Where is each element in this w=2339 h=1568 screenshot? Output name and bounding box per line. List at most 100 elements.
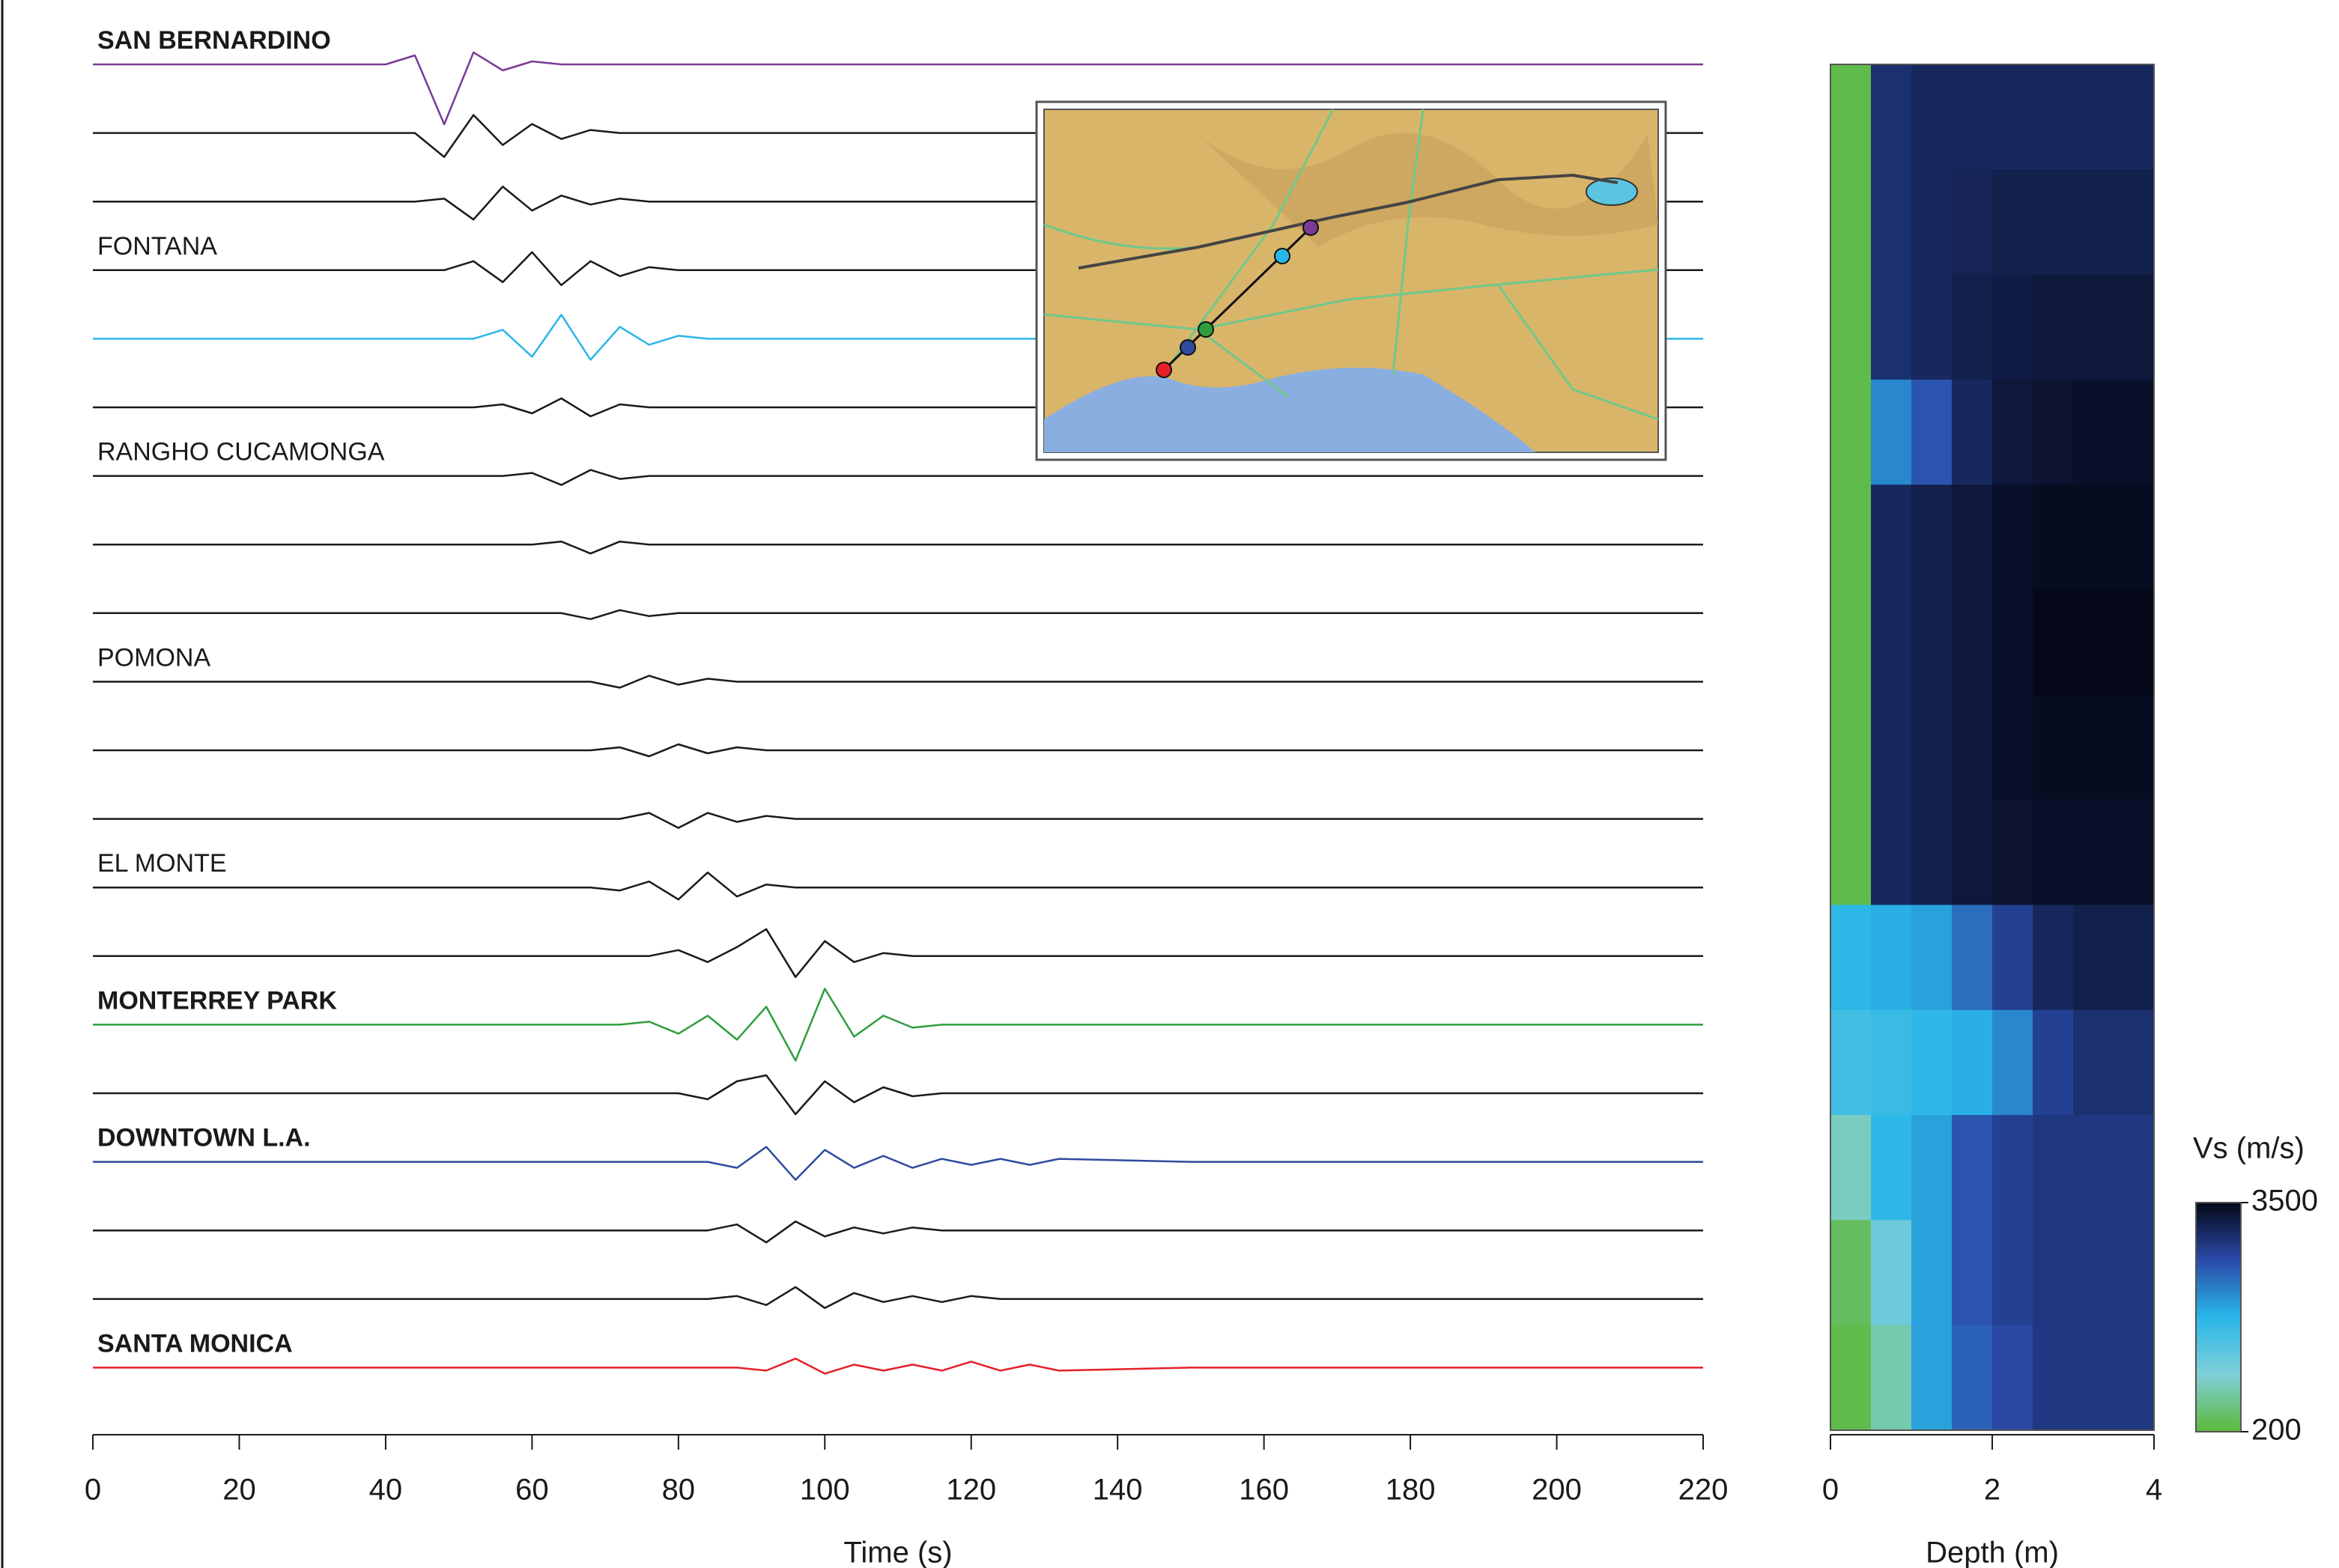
heatmap-cell [1871, 1115, 1912, 1221]
colorbar-tick-label: 200 [2251, 1414, 2302, 1447]
trace [93, 813, 1703, 828]
heatmap-cell [1911, 64, 1953, 170]
trace-label: FONTANA [97, 232, 217, 261]
trace-label: RANGHO CUCAMONGA [97, 438, 385, 467]
heatmap-cell [1911, 905, 1953, 1010]
heatmap-cell [1952, 905, 1993, 1010]
heatmap-cell [2114, 905, 2155, 1010]
heatmap-cell [1992, 169, 2033, 275]
heatmap-cell [1871, 590, 1912, 696]
figure: 020406080100120140160180200220Time (s)SA… [0, 0, 2339, 1568]
heatmap-cell [1952, 169, 1993, 275]
heatmap-cell [1830, 380, 1872, 485]
trace-label: MONTERREY PARK [97, 986, 337, 1015]
heatmap-cell [2033, 1115, 2074, 1221]
x-tick-label: 0 [85, 1474, 101, 1507]
heatmap-cell [1911, 484, 1953, 590]
trace [93, 1221, 1703, 1242]
heatmap-cell [1871, 484, 1912, 590]
heatmap-cell [1830, 1220, 1872, 1325]
heatmap-cell [2033, 1220, 2074, 1325]
heatmap-cell [2033, 695, 2074, 800]
colorbar-tick-label: 3500 [2251, 1185, 2318, 1218]
heatmap-cell [2073, 590, 2114, 696]
heatmap-cell [1911, 169, 1953, 275]
x-tick-label: 200 [1532, 1474, 1582, 1507]
trace [93, 675, 1703, 687]
x-tick-label: 100 [800, 1474, 850, 1507]
heatmap-cell [1911, 1115, 1953, 1221]
heatmap-cell [1830, 1010, 1872, 1116]
heatmap-cell [1992, 905, 2033, 1010]
colorbar [2196, 1203, 2241, 1432]
trace [93, 1147, 1703, 1180]
trace-label: POMONA [97, 643, 210, 672]
heatmap-cell [1992, 800, 2033, 905]
heatmap-cell [1911, 1220, 1953, 1325]
heatmap-cell [1911, 695, 1953, 800]
heatmap-cell [1830, 64, 1872, 170]
heatmap-cell [1911, 1325, 1953, 1431]
heatmap-cell [1952, 275, 1993, 380]
heatmap-cell [2033, 905, 2074, 1010]
colorbar-title: Vs (m/s) [2193, 1132, 2305, 1165]
map-site [1198, 322, 1213, 337]
trace-label: DOWNTOWN L.A. [97, 1124, 311, 1152]
heatmap-cell [1830, 1325, 1872, 1431]
heatmap-cell [1952, 1010, 1993, 1116]
trace-label: EL MONTE [97, 849, 227, 878]
heatmap-cell [1871, 380, 1912, 485]
trace [93, 929, 1703, 977]
heatmap-cell [2073, 1220, 2114, 1325]
heatmap-cell [2114, 64, 2155, 170]
map-site [1275, 249, 1290, 264]
heatmap-cell [2033, 275, 2074, 380]
heatmap-cell [2114, 590, 2155, 696]
heatmap-cell [1952, 64, 1993, 170]
heatmap-cell [1992, 1325, 2033, 1431]
map-site [1303, 220, 1318, 235]
x-tick-label: 4 [2146, 1474, 2162, 1507]
x-tick-label: 2 [1984, 1474, 2000, 1507]
heatmap-cell [1871, 169, 1912, 275]
map-site [1156, 362, 1171, 377]
trace-label: SANTA MONICA [97, 1329, 293, 1358]
heatmap-cell [2073, 64, 2114, 170]
x-tick-label: 220 [1678, 1474, 1729, 1507]
heatmap-cell [1992, 64, 2033, 170]
heatmap-cell [2073, 695, 2114, 800]
heatmap-cell [1871, 695, 1912, 800]
heatmap-cell [2114, 800, 2155, 905]
heatmap-cell [2073, 800, 2114, 905]
trace [93, 610, 1703, 619]
heatmap-cell [2073, 905, 2114, 1010]
heatmap-cell [1871, 800, 1912, 905]
heatmap-cell [1952, 1325, 1993, 1431]
heatmap-cell [2073, 1010, 2114, 1116]
heatmap-cell [2073, 1325, 2114, 1431]
heatmap-cell [2073, 275, 2114, 380]
heatmap-cell [1992, 1010, 2033, 1116]
heatmap-cell [1911, 275, 1953, 380]
heatmap-cell [2114, 169, 2155, 275]
heatmap-cell [1992, 380, 2033, 485]
heatmap-cell [1871, 1325, 1912, 1431]
x-tick-label: 180 [1386, 1474, 1436, 1507]
heatmap-cell [2073, 1115, 2114, 1221]
heatmap-cell [1830, 800, 1872, 905]
heatmap-cell [1830, 905, 1872, 1010]
x-tick-label: 120 [946, 1474, 996, 1507]
heatmap-cell [2033, 484, 2074, 590]
trace-label: SAN BERNARDINO [97, 26, 331, 55]
heatmap-cell [2114, 1010, 2155, 1116]
trace [93, 1287, 1703, 1308]
x-tick-label: 0 [1822, 1474, 1839, 1507]
trace [93, 541, 1703, 553]
heatmap-cell [2033, 169, 2074, 275]
heatmap-cell [1871, 1220, 1912, 1325]
x-tick-label: 20 [222, 1474, 256, 1507]
x-tick-label: 40 [369, 1474, 403, 1507]
heatmap-cell [1992, 1115, 2033, 1221]
heatmap-cell [1952, 484, 1993, 590]
x-tick-label: 160 [1239, 1474, 1289, 1507]
